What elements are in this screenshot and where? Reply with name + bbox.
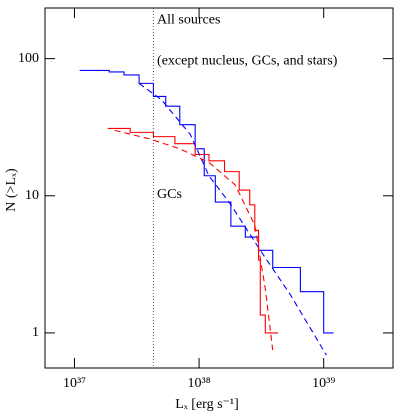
series-line — [138, 82, 327, 356]
y-tick-label: 1 — [32, 325, 39, 340]
annotation: GCs — [157, 187, 182, 202]
x-tick-label: 10³⁹ — [312, 376, 335, 391]
y-tick-label: 10 — [25, 188, 39, 203]
annotation: (except nucleus, GCs, and stars) — [157, 53, 338, 68]
x-tick-label: 10³⁸ — [188, 376, 211, 391]
annotation: All sources — [157, 13, 220, 28]
plot-frame — [44, 7, 394, 369]
x-tick-label: 10³⁷ — [63, 376, 86, 391]
y-axis-label: N (>Lₓ) — [4, 168, 19, 212]
series-line — [79, 69, 334, 334]
series-line — [114, 129, 274, 351]
series-line — [107, 127, 279, 334]
x-axis-label: Lₓ [erg s⁻¹] — [175, 397, 239, 412]
y-tick-label: 100 — [18, 51, 39, 66]
